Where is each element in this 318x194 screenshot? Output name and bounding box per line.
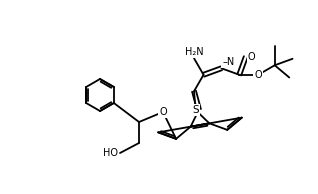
Text: O: O — [254, 70, 262, 80]
Text: HO: HO — [103, 148, 118, 158]
Text: –N: –N — [222, 57, 235, 67]
Text: O: O — [159, 107, 167, 117]
Text: O: O — [248, 52, 255, 62]
Text: H₂N: H₂N — [185, 47, 203, 57]
Text: S: S — [192, 105, 199, 115]
